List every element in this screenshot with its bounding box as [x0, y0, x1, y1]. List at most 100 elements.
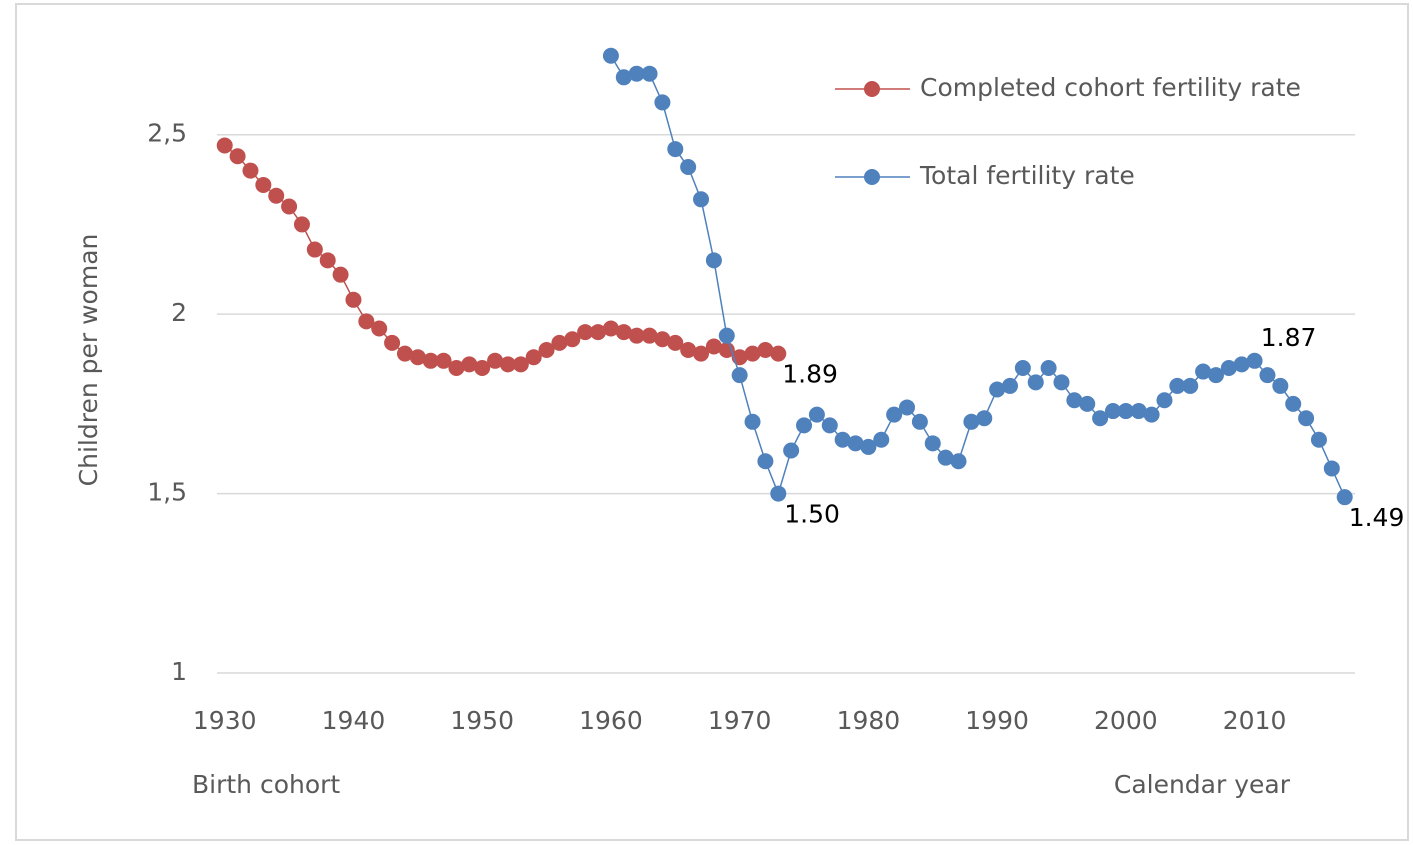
point [499, 356, 516, 373]
point [731, 367, 748, 384]
point [577, 324, 594, 341]
point [461, 356, 478, 373]
point [899, 399, 916, 416]
point [873, 431, 890, 448]
legend-marker [864, 169, 880, 185]
point [680, 342, 697, 359]
data-label: 1.89 [782, 360, 838, 389]
point [268, 187, 285, 204]
y-axis-label: Children per woman [74, 234, 103, 487]
legend-label: Completed cohort fertility rate [920, 73, 1301, 102]
point [783, 442, 800, 459]
point [1207, 367, 1224, 384]
data-label: 1.50 [784, 500, 840, 529]
point [654, 94, 671, 111]
point [1117, 403, 1134, 420]
x-tick-label: 1990 [965, 706, 1029, 735]
point [1336, 489, 1353, 506]
point [1259, 367, 1276, 384]
point [718, 327, 735, 344]
point [1246, 352, 1263, 369]
x-axis-label: Calendar year [1114, 770, 1291, 799]
point [641, 65, 658, 82]
point [1066, 392, 1083, 409]
point [693, 345, 710, 362]
point [1169, 377, 1186, 394]
point [409, 349, 426, 366]
point [641, 327, 658, 344]
point [281, 198, 298, 215]
point [963, 413, 980, 430]
point [358, 313, 375, 330]
point [332, 266, 349, 283]
point [1040, 359, 1057, 376]
point [487, 352, 504, 369]
point [834, 431, 851, 448]
point [1182, 377, 1199, 394]
point [615, 69, 632, 86]
x-tick-label: 1960 [579, 706, 643, 735]
point [989, 381, 1006, 398]
y-tick-label: 1 [171, 657, 187, 686]
point [1053, 374, 1070, 391]
point [435, 352, 452, 369]
x-tick-label: 2000 [1094, 706, 1158, 735]
point [705, 252, 722, 269]
x-axis-label: Birth cohort [192, 770, 340, 799]
point [667, 334, 684, 351]
point [757, 342, 774, 359]
legend-marker [864, 81, 880, 97]
point [886, 406, 903, 423]
point [744, 413, 761, 430]
point [242, 162, 259, 179]
point [590, 324, 607, 341]
point [1143, 406, 1160, 423]
point [937, 449, 954, 466]
point [911, 413, 928, 430]
point [512, 356, 529, 373]
point [422, 352, 439, 369]
point [950, 453, 967, 470]
point [757, 453, 774, 470]
point [564, 331, 581, 348]
data-label: 1.87 [1261, 323, 1317, 352]
x-tick-label: 1970 [708, 706, 772, 735]
point [821, 417, 838, 434]
point [602, 320, 619, 337]
point [345, 291, 362, 308]
point [1014, 359, 1031, 376]
point [602, 47, 619, 64]
point [525, 349, 542, 366]
point [1298, 410, 1315, 427]
point [229, 148, 246, 165]
point [628, 327, 645, 344]
point [216, 137, 233, 154]
x-tick-label: 2010 [1223, 706, 1287, 735]
point [448, 359, 465, 376]
point [1027, 374, 1044, 391]
chart-border [15, 3, 1409, 841]
point [1001, 377, 1018, 394]
point [808, 406, 825, 423]
x-tick-label: 1940 [322, 706, 386, 735]
point [847, 435, 864, 452]
point [371, 320, 388, 337]
point [1156, 392, 1173, 409]
point [293, 216, 310, 233]
data-label: 1.49 [1349, 503, 1405, 532]
point [667, 141, 684, 158]
point [255, 176, 272, 193]
point [615, 324, 632, 341]
point [976, 410, 993, 427]
point [396, 345, 413, 362]
point [770, 345, 787, 362]
point [1079, 395, 1096, 412]
point [1323, 460, 1340, 477]
point [680, 159, 697, 176]
point [744, 345, 761, 362]
point [319, 252, 336, 269]
x-tick-label: 1980 [837, 706, 901, 735]
point [796, 417, 813, 434]
point [551, 334, 568, 351]
